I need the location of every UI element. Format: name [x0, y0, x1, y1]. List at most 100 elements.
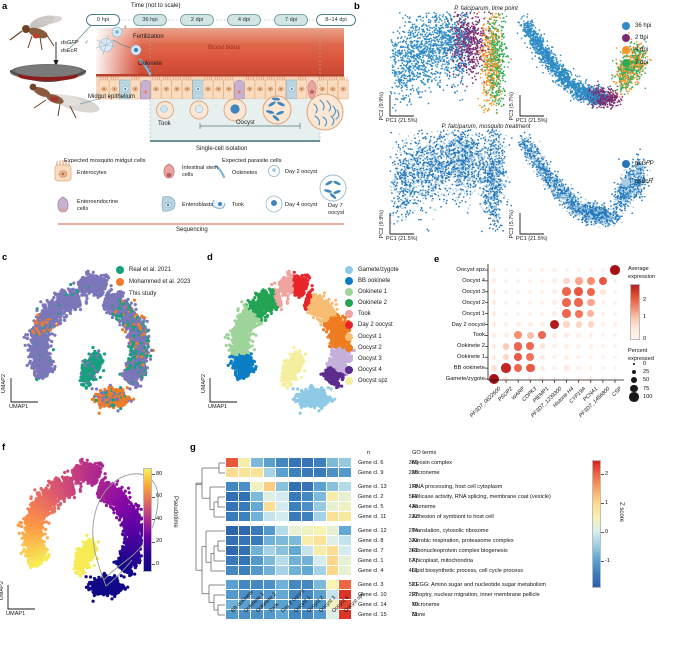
heatmap-cell: [339, 600, 352, 610]
dotplot-row-label: Ookinete 1: [432, 354, 485, 360]
dotplot-dot: [600, 366, 605, 371]
dotplot-dot: [564, 376, 569, 382]
dotplot-dot: [528, 267, 533, 273]
legend-ookinetes: Ookinetes: [232, 170, 257, 176]
gene-cluster-n: 323: [396, 538, 418, 544]
timepoint-7dpi[interactable]: 7 dpi: [274, 14, 308, 26]
pc1-label-tr: PC1 (21.5%): [516, 118, 548, 124]
umap2-label-d: UMAP2: [201, 374, 207, 393]
pseudotime-colorbar-title: Pseudotime: [172, 496, 178, 528]
heatmap-cell: [238, 492, 251, 502]
pc2-label-tl: PC2 (9.9%): [379, 92, 385, 120]
legend-item-day2-oocyst[interactable]: Day 2 oocyst: [345, 321, 399, 330]
gene-cluster-n: 212: [396, 514, 418, 520]
dotplot-dot: [504, 300, 509, 305]
dotplot-row-label: Oocyst 4: [432, 278, 485, 284]
heatmap-cell: [251, 482, 263, 492]
panel-b-plots: [389, 11, 654, 235]
heatmap-cell: [326, 580, 339, 590]
heatmap-cell: [226, 502, 238, 512]
legend-item-took[interactable]: Took: [345, 310, 399, 319]
pc1-label-br: PC1 (21.5%): [516, 236, 548, 242]
legend-item-oocyst-1[interactable]: Oocyst 1: [345, 332, 399, 341]
took-label: Took: [158, 121, 171, 127]
legend-item-real-2021[interactable]: Real et al. 2021: [116, 266, 190, 274]
dotplot-dot: [540, 289, 545, 294]
legend-item-dsgfp[interactable]: dsGFP: [622, 160, 654, 168]
heatmap-cell: [326, 610, 339, 620]
zscore-tick-mark: [601, 532, 604, 533]
dotplot-dot: [563, 365, 570, 371]
heatmap-cell: [314, 590, 326, 600]
heatmap-cell: [226, 600, 238, 610]
heatmap-cell: [326, 512, 339, 522]
dotplot-dot: [516, 311, 521, 316]
dotplot-dot: [528, 300, 533, 305]
heatmap-cell: [238, 458, 251, 468]
timepoint-2dpi[interactable]: 2 dpi: [180, 14, 214, 26]
legend-day7-oocyst: Day 7 oocyst: [328, 203, 350, 217]
legend-item-ookinete-2[interactable]: Ookinete 2: [345, 299, 399, 308]
heatmap-cell: [226, 610, 238, 620]
dotplot-dot: [600, 355, 605, 360]
legend-item-oocyst-3[interactable]: Oocyst 3: [345, 354, 399, 363]
dotplot-dot: [549, 319, 560, 330]
color-swatch-icon: [622, 160, 630, 168]
heatmap-cell: [289, 566, 301, 576]
legend-item-oocyst-4[interactable]: Oocyst 4: [345, 365, 399, 374]
legend-item-gamete-zygote[interactable]: Gamete/zygote: [345, 266, 399, 274]
gene-cluster-n: 228: [396, 470, 418, 476]
dotplot-dot: [516, 376, 521, 382]
pseudotime-tick-mark: [152, 496, 155, 498]
dotplot-dot: [489, 374, 499, 384]
heatmap-cell: [263, 556, 276, 566]
legend-item-bb-ookinete[interactable]: BB ookinete: [345, 277, 399, 286]
legend-item-4dpi[interactable]: 4 dpi: [622, 46, 651, 55]
percent-legend-label: 0: [643, 361, 646, 367]
legend-item-7dpi[interactable]: 7 dpi: [622, 58, 651, 67]
pc1-label-tl: PC1 (21.5%): [386, 118, 418, 124]
heatmap-cell: [251, 556, 263, 566]
dotplot-dot: [491, 300, 497, 306]
timepoint-8-14dpi[interactable]: 8–14 dpi: [316, 14, 356, 26]
heatmap-cell: [326, 536, 339, 546]
panel-b-title-top: P. falciparum, time point: [352, 6, 620, 12]
heatmap-cell: [326, 566, 339, 576]
dotplot-dot: [612, 344, 618, 349]
gene-cluster-n: 481: [396, 568, 418, 574]
zscore-colorbar: [592, 460, 601, 588]
timepoint-4dpi[interactable]: 4 dpi: [227, 14, 261, 26]
legend-label: dsEcR: [635, 179, 653, 185]
heatmap-cell: [226, 566, 238, 576]
heatmap-cell: [263, 526, 276, 536]
legend-item-2dpi[interactable]: 2 dpi: [622, 34, 651, 43]
legend-item-ookinete-1[interactable]: Ookinete 1: [345, 288, 399, 297]
legend-item-dsecr[interactable]: dsEcR: [622, 178, 654, 186]
legend-item-oocyst-2[interactable]: Oocyst 2: [345, 343, 399, 352]
dotplot-dot: [501, 363, 511, 373]
dotplot-dot: [516, 289, 521, 294]
panel-a-schematic: a: [0, 0, 356, 250]
dotplot-dot: [528, 278, 533, 283]
panel-b-legend-treatment: dsGFP dsEcR: [622, 160, 654, 190]
blood-bolus-label: Blood bolus: [208, 44, 240, 51]
timepoint-0hpi[interactable]: 0 hpi: [86, 14, 120, 26]
heatmap-cell: [314, 468, 326, 478]
legend-item-oocyst-spz[interactable]: Oocyst spz: [345, 376, 399, 385]
go-term: KEGG: Amino sugar and nucleotide sugar m…: [412, 582, 546, 588]
heatmap-cell: [339, 536, 352, 546]
timepoint-36hpi[interactable]: 36 hpi: [133, 14, 167, 26]
male-symbol: ♂: [84, 40, 89, 46]
dotplot-row-label: Oocyst 3: [432, 289, 485, 295]
legend-item-mohammed-2023[interactable]: Mohammed et al. 2023: [116, 278, 190, 287]
heatmap-cell: [339, 526, 352, 536]
dotplot-row-label: Day 2 oocyst: [432, 322, 485, 328]
gene-cluster-n: 204: [396, 528, 418, 534]
legend-item-36hpi[interactable]: 36 hpi: [622, 22, 651, 30]
heatmap-cell: [301, 468, 314, 478]
heatmap-cell: [339, 610, 352, 620]
legend-label: Day 2 oocyst: [358, 322, 393, 328]
legend-item-this-study[interactable]: This study: [116, 290, 190, 299]
dotplot-row-label: Oocyst 1: [432, 311, 485, 317]
panel-d-legend: Gamete/zygote BB ookinete Ookinete 1 Ook…: [345, 266, 399, 388]
